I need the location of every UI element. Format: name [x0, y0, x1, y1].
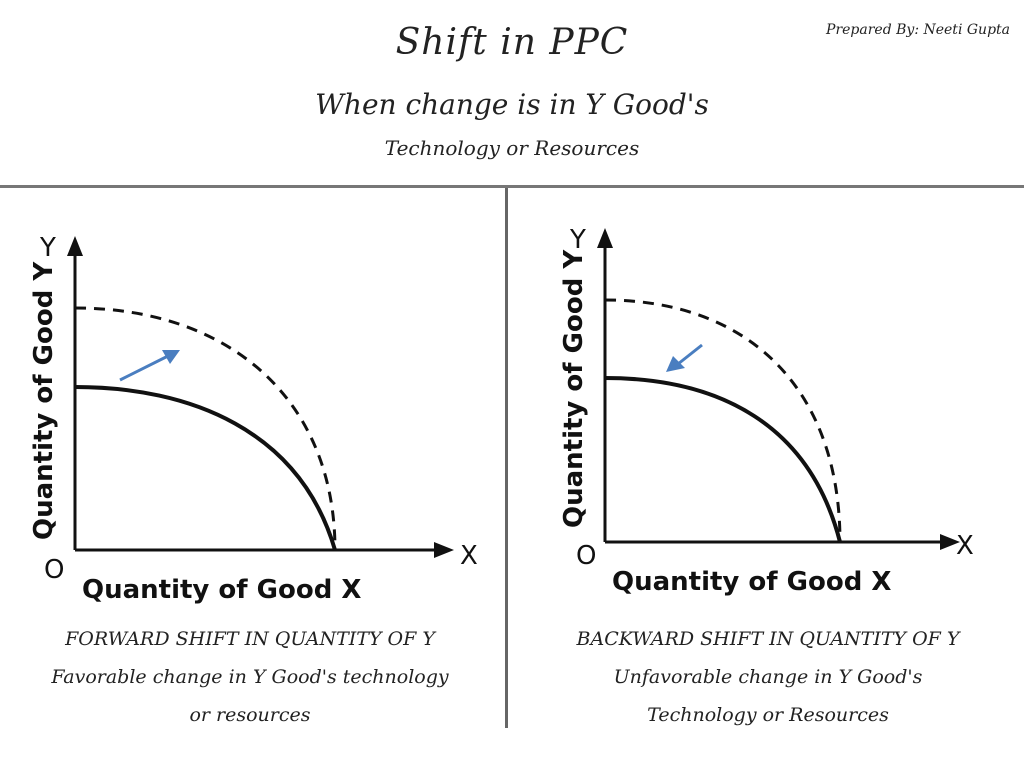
header-divider — [0, 185, 1024, 188]
left-caption-title: FORWARD SHIFT IN QUANTITY OF Y — [65, 628, 435, 650]
x-axis-arrowhead — [940, 534, 960, 550]
shifted-ppc-curve — [604, 298, 842, 543]
x-axis-arrowhead — [434, 542, 454, 558]
y-axis-letter: Y — [569, 225, 586, 255]
right-ppc-diagram: Y X O Quantity of Good Y Quantity of Goo… — [559, 225, 974, 597]
origin-letter: O — [576, 541, 596, 571]
x-axis-letter: X — [956, 531, 974, 561]
x-axis-label: Quantity of Good X — [82, 575, 361, 605]
right-caption: BACKWARD SHIFT IN QUANTITY OF Y Unfavora… — [548, 620, 988, 734]
right-caption-line: Unfavorable change in Y Good's — [613, 666, 923, 688]
right-caption-line: Technology or Resources — [647, 704, 889, 726]
y-axis-arrowhead — [67, 236, 83, 256]
x-axis-letter: X — [460, 541, 478, 571]
panel-divider — [505, 188, 508, 728]
shift-arrow — [119, 354, 169, 382]
original-ppc-curve — [604, 376, 842, 543]
origin-letter: O — [44, 555, 64, 585]
shift-arrowhead — [162, 350, 180, 364]
author-credit: Prepared By: Neeti Gupta — [826, 22, 1010, 38]
right-caption-title: BACKWARD SHIFT IN QUANTITY OF Y — [576, 628, 960, 650]
page-subtitle-secondary: Technology or Resources — [384, 136, 640, 160]
page-title: Shift in PPC — [395, 22, 629, 63]
shifted-ppc-curve — [74, 306, 337, 551]
y-axis-arrowhead — [597, 228, 613, 248]
left-ppc-diagram: Y X O Quantity of Good Y Quantity of Goo… — [29, 233, 478, 605]
y-axis-label: Quantity of Good Y — [29, 261, 59, 540]
shift-arrow — [677, 343, 703, 366]
y-axis-label: Quantity of Good Y — [559, 249, 589, 528]
shift-arrowhead — [666, 356, 685, 372]
left-caption-line: Favorable change in Y Good's technology — [51, 666, 449, 688]
left-caption-line: or resources — [189, 704, 311, 726]
page-subtitle: When change is in Y Good's — [315, 88, 709, 121]
x-axis-label: Quantity of Good X — [612, 567, 891, 597]
y-axis-letter: Y — [39, 233, 56, 263]
original-ppc-curve — [74, 385, 337, 551]
left-caption: FORWARD SHIFT IN QUANTITY OF Y Favorable… — [30, 620, 470, 734]
